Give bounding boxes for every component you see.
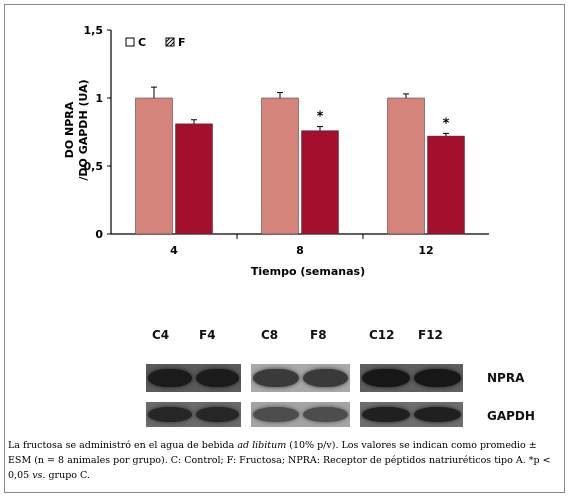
blot-panel-npra [360, 364, 463, 392]
lane-label-F12: F12 [418, 328, 443, 342]
band-npra-C4 [148, 369, 192, 387]
bar-F-8 [301, 130, 339, 235]
chart-axes [107, 29, 489, 239]
band-gapdh-F4 [195, 407, 239, 422]
significance-marker: * [317, 110, 324, 125]
bar-C-12 [387, 97, 425, 235]
legend-label-F: F [178, 36, 186, 49]
x-axis-title: Tiempo (semanas) [251, 265, 365, 278]
row-label-gapdh: GAPDH [487, 409, 535, 423]
row-label-npra: NPRA [487, 371, 525, 385]
significance-marker: * [443, 116, 450, 131]
legend-hatch [169, 41, 175, 47]
chart-text: 0 0,5 1 1,5 4 8 * 12 * Tiempo (semanas) DO NPRA/DO… [63, 24, 450, 278]
blot-panel-gapdh [146, 402, 241, 427]
y-tick-label: 0,5 [84, 160, 104, 173]
lane-label-C4: C4 [152, 328, 170, 342]
blot-panel-gapdh [360, 402, 463, 427]
y-tick-label: 1,5 [84, 24, 104, 37]
band-gapdh-F12 [413, 407, 461, 422]
legend-label-C: C [138, 36, 146, 49]
band-npra-F12 [413, 369, 461, 387]
y-axis-title: DO NPRA/DO GAPDH (UA) [63, 79, 90, 180]
blot-panel-npra [146, 364, 241, 392]
band-npra-F8 [302, 369, 348, 387]
bar-C-8 [261, 97, 299, 235]
blot-panel-npra [251, 364, 350, 392]
figure-caption: La fructosa se administró en el agua de … [8, 440, 551, 481]
bar-chart: 0 0,5 1 1,5 4 8 * 12 * Tiempo (semanas) DO NPRA/DO… [63, 24, 489, 278]
lane-label-F8: F8 [310, 328, 327, 342]
band-npra-C8 [253, 369, 299, 387]
band-gapdh-F8 [302, 407, 348, 422]
blot-panel-gapdh [251, 402, 350, 427]
band-gapdh-C4 [148, 407, 192, 422]
x-tick-label: 12 [418, 244, 433, 257]
x-tick-label: 8 [296, 244, 304, 257]
lane-label-C12: C12 [369, 328, 395, 342]
legend-hatch [165, 37, 175, 47]
band-gapdh-C12 [362, 407, 410, 422]
x-tick-label: 4 [170, 244, 178, 257]
y-tick-label: 1 [95, 92, 103, 105]
lane-label-F4: F4 [199, 328, 216, 342]
band-npra-F4 [195, 369, 239, 387]
chart-bars [135, 86, 465, 235]
legend-hatch [165, 37, 171, 43]
band-gapdh-C8 [253, 407, 299, 422]
bar-F-12 [427, 135, 465, 235]
band-npra-C12 [362, 369, 410, 387]
y-tick-label: 0 [95, 228, 103, 241]
legend-swatch-C [125, 37, 135, 47]
bar-F-4 [175, 123, 213, 235]
lane-label-C8: C8 [261, 328, 279, 342]
bar-C-4 [135, 97, 173, 235]
